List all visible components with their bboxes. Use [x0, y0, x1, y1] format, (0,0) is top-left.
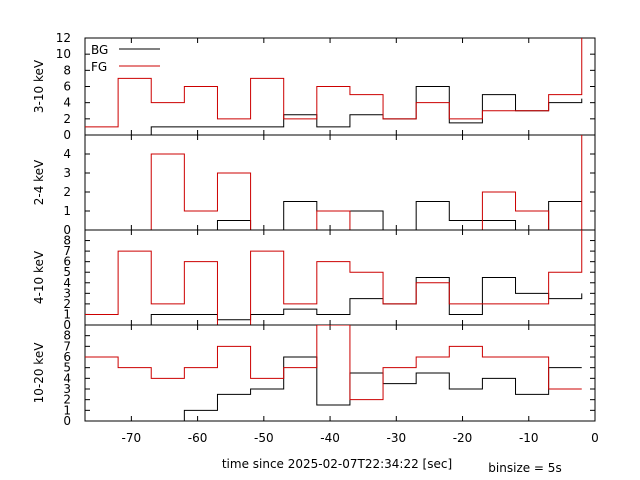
- x-tick-label: -20: [453, 431, 473, 445]
- binsize-note: binsize = 5s: [488, 461, 561, 475]
- x-tick-label: -70: [122, 431, 142, 445]
- y-tick-label: 4: [63, 276, 71, 290]
- y-tick-label: 1: [63, 307, 71, 321]
- y-tick-label: 4: [63, 147, 71, 161]
- y-tick-label: 2: [63, 112, 71, 126]
- y-tick-label: 6: [63, 255, 71, 269]
- y-tick-label: 3: [63, 166, 71, 180]
- series-fg-step: [85, 325, 582, 401]
- y-tick-label: 10: [56, 47, 71, 61]
- series-fg-step: [85, 38, 583, 128]
- legend-label-fg: FG: [91, 60, 107, 74]
- y-axis-label: 10-20 keV: [32, 342, 46, 404]
- y-tick-label: 4: [63, 371, 71, 385]
- x-tick-label: -50: [254, 431, 274, 445]
- panel-1: 0 2 4 6 8 10 12 3-10 keV: [32, 31, 596, 142]
- y-tick-label: 8: [63, 329, 71, 343]
- y-tick-label: 2: [63, 185, 71, 199]
- x-axis-label: time since 2025-02-07T22:34:22 [sec]: [222, 457, 452, 471]
- x-tick-label: 0: [591, 431, 599, 445]
- y-tick-label: 8: [63, 63, 71, 77]
- y-axis-label: 3-10 keV: [32, 59, 46, 113]
- panel-frame: [84, 229, 596, 326]
- y-tick-label: 6: [63, 80, 71, 94]
- x-tick-label: -40: [320, 431, 340, 445]
- y-axis-label: 4-10 keV: [32, 250, 46, 304]
- panel-2: 0 1 2 3 4 2-4 keV: [32, 134, 596, 237]
- x-tick-label: -60: [188, 431, 208, 445]
- y-tick-label: 5: [63, 265, 71, 279]
- y-tick-label: 7: [63, 339, 71, 353]
- x-tick-label: -30: [386, 431, 406, 445]
- y-tick-label: 6: [63, 350, 71, 364]
- y-tick-label: 12: [56, 31, 71, 45]
- y-tick-label: 1: [63, 204, 71, 218]
- legend-label-bg: BG: [91, 43, 108, 57]
- y-tick-label: 0: [63, 128, 71, 142]
- y-tick-label: 1: [63, 403, 71, 417]
- y-tick-label: 0: [63, 414, 71, 428]
- y-tick-label: 7: [63, 244, 71, 258]
- y-axis-label: 2-4 keV: [32, 159, 46, 205]
- panel-frame: [84, 134, 596, 231]
- legend: BG FG: [91, 43, 160, 74]
- y-tick-label: 5: [63, 361, 71, 375]
- y-tick-label: 2: [63, 393, 71, 407]
- series-fg-step: [85, 135, 583, 230]
- y-tick-label: 0: [63, 318, 71, 332]
- series-bg-step: [85, 277, 583, 325]
- panel-frame: [84, 324, 596, 422]
- y-tick-label: 8: [63, 234, 71, 248]
- y-tick-label: 0: [63, 223, 71, 237]
- y-tick-label: 2: [63, 297, 71, 311]
- x-axis: -70 -60 -50 -40 -30 -20 -10 0: [122, 431, 599, 445]
- x-tick-label: -10: [519, 431, 539, 445]
- y-tick-label: 3: [63, 286, 71, 300]
- series-bg-step: [85, 201, 582, 230]
- y-tick-label: 3: [63, 382, 71, 396]
- series-bg-step: [85, 356, 582, 421]
- y-tick-label: 4: [63, 96, 71, 110]
- series-fg-step: [85, 230, 583, 325]
